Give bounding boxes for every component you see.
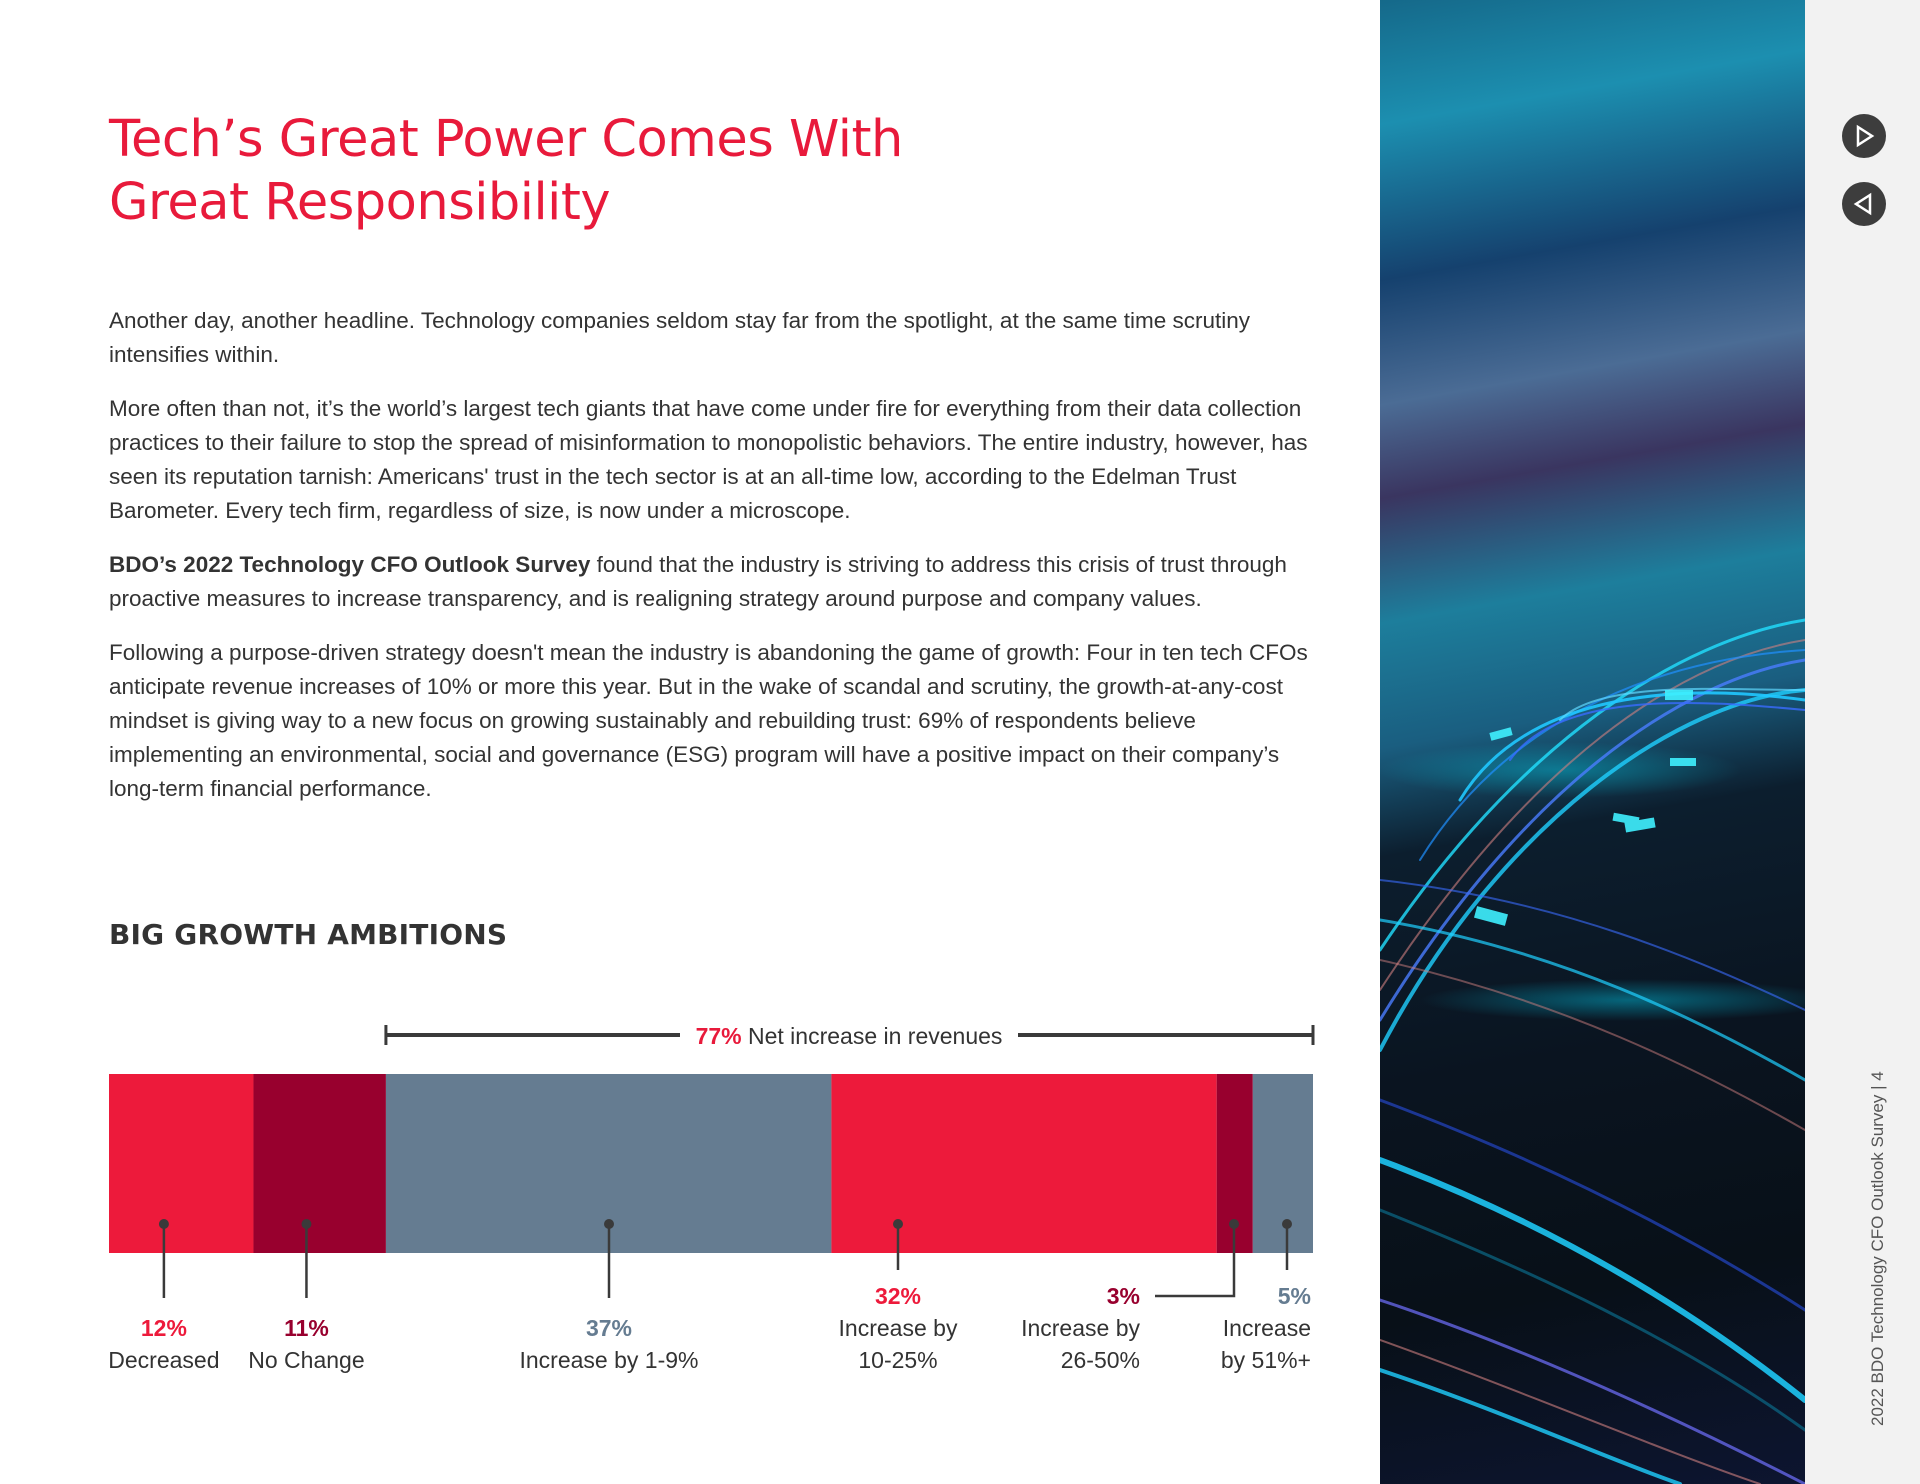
annotation-text: Net increase in revenues bbox=[748, 1023, 1002, 1049]
value-label-4: 32% bbox=[875, 1283, 921, 1309]
body-text: Another day, another headline. Technolog… bbox=[109, 304, 1309, 826]
value-label-2: 11% bbox=[284, 1315, 329, 1341]
title-line-1: Tech’s Great Power Comes With bbox=[109, 110, 903, 169]
category-label-1-line-1: Decreased bbox=[108, 1347, 219, 1373]
right-sidebar bbox=[1805, 0, 1920, 1484]
page-title: Tech’s Great Power Comes With Great Resp… bbox=[109, 108, 903, 234]
value-label-6: 5% bbox=[1278, 1283, 1311, 1309]
category-label-6-line-1: Increase bbox=[1223, 1315, 1311, 1341]
category-label-4-line-2: 10-25% bbox=[858, 1347, 937, 1373]
paragraph-1: Another day, another headline. Technolog… bbox=[109, 308, 1251, 367]
value-label-1: 12% bbox=[141, 1315, 187, 1341]
page-footer: 2022 BDO Technology CFO Outlook Survey |… bbox=[1868, 1071, 1887, 1426]
survey-name: BDO’s 2022 Technology CFO Outlook Survey bbox=[109, 552, 591, 577]
hero-image-light-trails bbox=[1380, 0, 1805, 1484]
bar-segment-1 bbox=[109, 1074, 254, 1253]
paragraph-3: BDO’s 2022 Technology CFO Outlook Survey… bbox=[109, 552, 1287, 611]
chart-heading: BIG GROWTH AMBITIONS bbox=[109, 918, 508, 951]
document-page: Tech’s Great Power Comes With Great Resp… bbox=[108, 108, 1315, 1373]
paragraph-2: More often than not, it’s the world’s la… bbox=[109, 396, 1308, 523]
category-label-6-line-2: by 51%+ bbox=[1221, 1347, 1311, 1373]
paragraph-4: Following a purpose-driven strategy does… bbox=[109, 640, 1308, 801]
play-back-icon bbox=[1853, 192, 1872, 216]
category-label-2-line-1: No Change bbox=[248, 1347, 364, 1373]
category-label-5-line-1: Increase by bbox=[1021, 1315, 1140, 1341]
next-page-button[interactable] bbox=[1842, 114, 1886, 158]
growth-chart: 77% Net increase in revenues 12% Decreased… bbox=[108, 1023, 1315, 1373]
category-label-5-line-2: 26-50% bbox=[1061, 1347, 1140, 1373]
bar-segment-2 bbox=[253, 1074, 386, 1253]
previous-page-button[interactable] bbox=[1842, 182, 1886, 226]
title-line-2: Great Responsibility bbox=[109, 173, 610, 232]
category-label-3-line-1: Increase by 1-9% bbox=[520, 1347, 699, 1373]
annotation-value: 77% bbox=[696, 1023, 748, 1049]
value-label-5: 3% bbox=[1107, 1283, 1140, 1309]
category-label-4-line-1: Increase by bbox=[839, 1315, 958, 1341]
bar-segment-4 bbox=[831, 1074, 1217, 1253]
value-label-3: 37% bbox=[586, 1315, 632, 1341]
play-forward-icon bbox=[1856, 124, 1875, 148]
callout-line-5 bbox=[1155, 1224, 1236, 1298]
annotation-label: 77% Net increase in revenues bbox=[696, 1023, 1003, 1049]
light-trails-graphic bbox=[1380, 618, 1805, 1484]
